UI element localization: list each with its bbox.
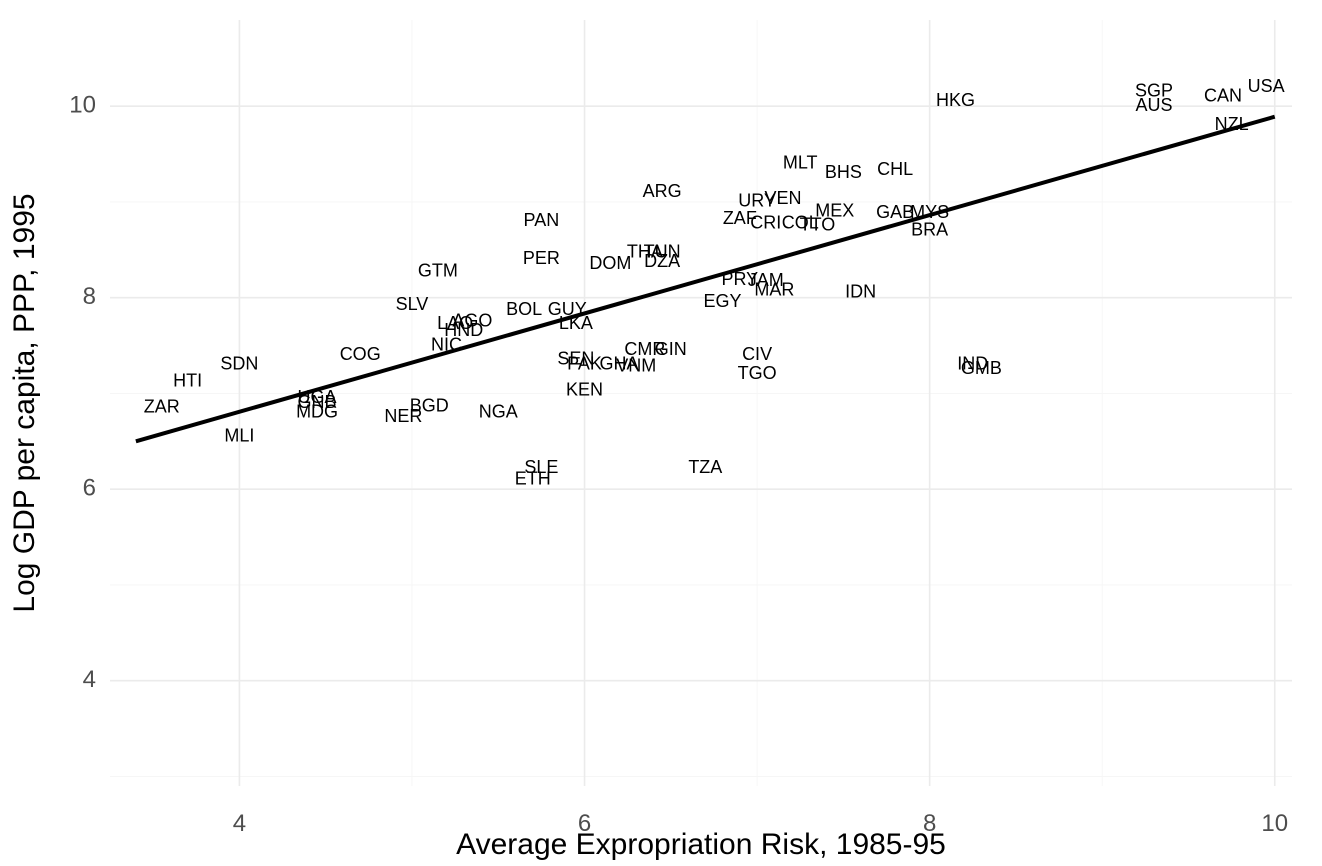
point-label: PAK — [567, 353, 602, 373]
point-label: MAR — [754, 280, 794, 300]
y-tick-label: 6 — [83, 475, 96, 502]
point-label: CRI — [750, 213, 781, 233]
point-label: CIV — [742, 344, 772, 364]
point-label: SLV — [396, 294, 429, 314]
point-label: IDN — [845, 282, 876, 302]
x-tick-label: 10 — [1261, 810, 1288, 837]
point-label: GIN — [655, 339, 687, 359]
x-tick-label: 4 — [233, 810, 246, 837]
point-label: CAN — [1204, 85, 1242, 105]
point-label: LKA — [559, 313, 593, 333]
point-label: PAN — [524, 210, 560, 230]
point-label: NIC — [431, 334, 462, 354]
point-label: MDG — [296, 401, 338, 421]
y-tick-label: 8 — [83, 283, 96, 310]
point-label: DZA — [644, 251, 680, 271]
point-label: TGO — [738, 363, 777, 383]
point-label: EGY — [704, 291, 742, 311]
y-axis-title: Log GDP per capita, PPP, 1995 — [8, 193, 41, 612]
point-label: KEN — [566, 379, 603, 399]
plot-panel — [110, 20, 1292, 786]
point-label: PER — [523, 248, 560, 268]
point-label: GMB — [961, 358, 1002, 378]
point-label: MLT — [783, 152, 818, 172]
point-label: VEN — [764, 188, 801, 208]
point-label: GAB — [876, 202, 914, 222]
y-tick-label: 4 — [83, 666, 96, 693]
point-label: SLE — [524, 457, 558, 477]
scatter-chart: HTIZARSDNMLIUGAGNBMDGCOGNERBGDSLVGTMAGOL… — [0, 0, 1322, 866]
point-label: HKG — [936, 90, 975, 110]
point-label: BGD — [410, 396, 449, 416]
point-label: BHS — [825, 162, 862, 182]
point-label: TZA — [688, 457, 722, 477]
point-label: MLI — [224, 425, 254, 445]
point-label: BRA — [911, 219, 948, 239]
point-label: COG — [340, 344, 381, 364]
point-label: CHL — [877, 159, 913, 179]
point-label: DOM — [589, 253, 631, 273]
y-tick-label: 10 — [69, 92, 96, 119]
point-label: HTI — [173, 371, 202, 391]
point-label: GTM — [418, 261, 458, 281]
point-label: MEX — [815, 200, 854, 220]
point-label: AUS — [1135, 95, 1172, 115]
point-label: NGA — [479, 401, 518, 421]
point-label: ZAR — [144, 397, 180, 417]
point-label: USA — [1248, 76, 1285, 96]
point-label: NZL — [1215, 114, 1249, 134]
chart-svg: HTIZARSDNMLIUGAGNBMDGCOGNERBGDSLVGTMAGOL… — [0, 0, 1322, 866]
x-axis-title: Average Expropriation Risk, 1985-95 — [456, 828, 946, 861]
point-label: SDN — [220, 353, 258, 373]
point-label: ARG — [643, 181, 682, 201]
point-label: BOL — [506, 299, 542, 319]
